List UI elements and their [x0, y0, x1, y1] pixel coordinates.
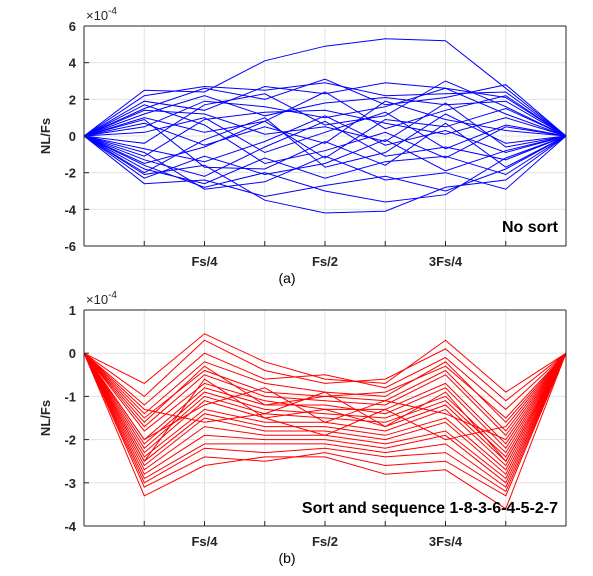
y-tick-label: 0	[69, 129, 76, 144]
series-line-5	[83, 87, 567, 137]
x-tick-label: 3Fs/4	[429, 534, 463, 549]
y-tick-label: -4	[64, 519, 76, 534]
series-line-16	[83, 352, 567, 488]
series-line-15	[83, 113, 567, 174]
series-line-5	[83, 352, 567, 437]
y-axis-label: NL/Fs	[38, 400, 53, 436]
series-line-2	[83, 78, 567, 137]
series-line-19	[83, 353, 567, 510]
series-line-11	[83, 107, 567, 165]
series-line-13	[83, 352, 567, 475]
series-line-0	[83, 333, 567, 393]
annotation: No sort	[502, 219, 559, 236]
y-tick-label: -2	[64, 433, 76, 448]
series-line-8	[83, 109, 567, 157]
panel-0: -6 -4 -2 0 2 4 6 Fs/4 Fs/2 3Fs/4 ×10-4 NL/Fs No sort…	[38, 6, 567, 286]
series-line-4	[83, 95, 567, 137]
exponent-label: ×10-4	[86, 290, 117, 307]
panel-label: (b)	[278, 550, 295, 566]
series-line-18	[83, 352, 567, 497]
series-line-17	[83, 118, 567, 170]
series-line-3	[83, 82, 567, 137]
series-line-12	[83, 111, 567, 154]
series-line-0	[83, 38, 567, 137]
exponent-label: ×10-4	[86, 6, 117, 23]
y-tick-label: -4	[64, 202, 76, 217]
series-line-22	[83, 352, 567, 463]
series-line-9	[83, 100, 567, 146]
annotation: Sort and sequence 1-8-3-6-4-5-2-7	[302, 500, 558, 517]
series-line-1	[83, 339, 567, 402]
series-line-7	[83, 352, 567, 449]
x-tick-label: Fs/4	[191, 254, 218, 269]
series-line-2	[83, 352, 567, 411]
x-tick-label: Fs/2	[312, 534, 338, 549]
x-tick-label: Fs/2	[312, 254, 338, 269]
x-tick-label: 3Fs/4	[429, 254, 463, 269]
y-tick-label: 6	[69, 19, 76, 34]
series-line-23	[83, 352, 567, 463]
y-tick-label: 1	[69, 303, 76, 318]
series-line-17	[83, 352, 567, 493]
series-line-19	[83, 135, 567, 185]
y-axis-label: NL/Fs	[38, 118, 53, 154]
series-line-20	[83, 352, 567, 424]
series-line-18	[83, 135, 567, 179]
series-line-1	[83, 82, 567, 137]
series-line-23	[83, 135, 567, 203]
y-tick-label: -3	[64, 476, 76, 491]
y-tick-label: 4	[69, 56, 77, 71]
series-line-21	[83, 135, 567, 198]
y-tick-label: -1	[64, 389, 76, 404]
x-tick-label: Fs/4	[191, 534, 218, 549]
y-tick-label: 0	[69, 346, 76, 361]
series-line-13	[83, 115, 567, 163]
series-line-22	[83, 135, 567, 214]
series-line-14	[83, 104, 567, 165]
panel-1: -4 -3 -2 -1 0 1 Fs/4 Fs/2 3Fs/4 ×10-4 NL/Fs Sort an…	[38, 290, 567, 566]
panel-label: (a)	[278, 270, 295, 286]
y-tick-label: -6	[64, 239, 76, 254]
series-line-8	[83, 352, 567, 454]
y-tick-label: 2	[69, 92, 76, 107]
series-line-15	[83, 352, 567, 484]
series-line-12	[83, 352, 567, 471]
series-line-7	[83, 91, 567, 137]
y-tick-label: -2	[64, 166, 76, 181]
series-line-20	[83, 135, 567, 190]
series-line-10	[83, 352, 567, 463]
